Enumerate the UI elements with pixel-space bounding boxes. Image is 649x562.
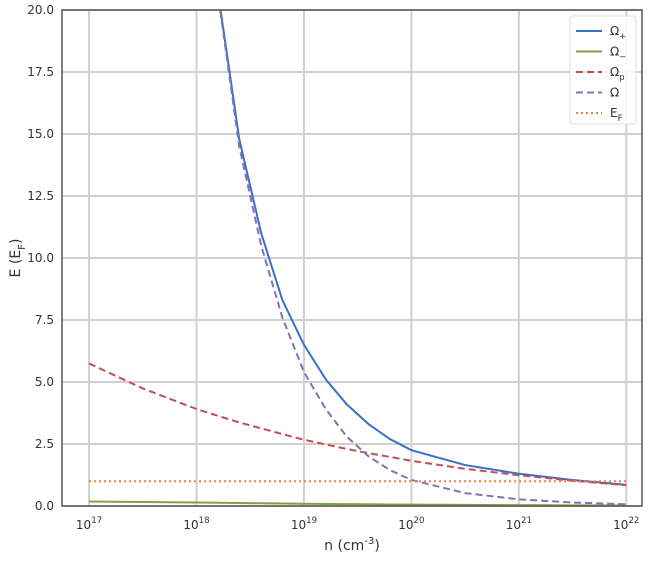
series-line [88,362,627,487]
x-tick-label: 1021 [506,516,532,532]
x-tick-label: 1018 [183,516,209,532]
x-tick-label: 1017 [76,516,102,532]
legend: Ω+ Ω− Ωp Ω EF [569,15,637,125]
y-tick-label: 12.5 [27,189,54,203]
series-line [89,500,627,506]
x-tick-label: 1019 [291,516,317,532]
y-tick-label: 2.5 [35,437,54,451]
y-tick-label: 0.0 [35,499,54,513]
series-line [219,10,627,486]
y-tick-label: 15.0 [27,127,54,141]
x-tick-label: 1020 [398,516,424,532]
y-tick-label: 5.0 [35,375,54,389]
legend-label: Ωp [610,65,625,83]
y-tick-label: 17.5 [27,65,54,79]
lines [88,10,627,506]
legend-label: Ω [610,85,619,99]
y-axis-label: E (EF) [8,239,28,278]
labels: 0.0 2.5 5.0 7.5 10.0 12.5 15.0 17.5 20.0 1017 1018… [8,3,639,555]
y-tick-label: 7.5 [35,313,54,327]
y-tick-label: 10.0 [27,251,54,265]
x-axis-label: n (cm-3) [324,536,380,555]
legend-label: EF [610,106,623,124]
legend-label: Ω+ [610,24,626,42]
x-tick-label: 1022 [613,516,639,532]
plot-frame [61,9,643,507]
legend-box [569,15,637,125]
y-tick-label: 20.0 [27,3,54,17]
legend-label: Ω− [610,44,626,62]
